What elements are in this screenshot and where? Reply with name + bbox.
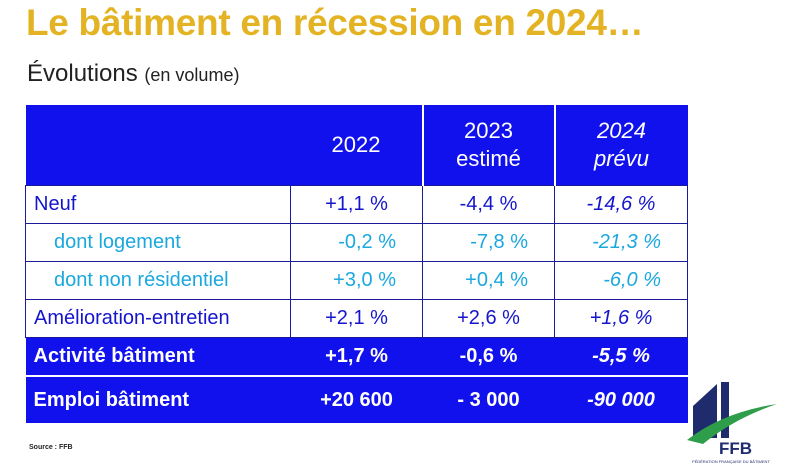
- header-year-2022: 2022: [331, 132, 381, 157]
- cell-2022: -0,2 %: [290, 223, 423, 262]
- cell-2024: +1,6 %: [554, 299, 688, 338]
- table-header-row: 2022 2023 estimé 2024 prévu: [25, 105, 688, 186]
- table-row-logement: dont logement -0,2 % -7,8 % -21,3 %: [25, 223, 688, 262]
- subtitle-note: (en volume): [144, 65, 240, 85]
- table-row-non-residentiel: dont non résidentiel +3,0 % +0,4 % -6,0 …: [25, 261, 688, 300]
- cell-2022: +1,7 %: [290, 337, 423, 376]
- building-icon: [687, 382, 777, 444]
- table-row-emploi: Emploi bâtiment +20 600 - 3 000 -90 000: [25, 375, 688, 423]
- header-cell-2024: 2024 prévu: [554, 105, 688, 186]
- slide-title: Le bâtiment en récession en 2024…: [26, 2, 644, 43]
- header-year-2023: 2023: [464, 118, 513, 143]
- cell-2022: +2,1 %: [290, 299, 423, 338]
- cell-2023: -0,6 %: [422, 337, 555, 376]
- header-cell-2022: 2022: [290, 105, 424, 186]
- ffb-logo: FFB FÉDÉRATION FRANÇAISE DU BÂTIMENT: [687, 382, 777, 464]
- row-label: Neuf: [25, 185, 291, 224]
- cell-2022: +3,0 %: [290, 261, 423, 300]
- row-label: Amélioration-entretien: [25, 299, 291, 338]
- logo-name: FFB: [719, 439, 752, 458]
- header-year-2024: 2024: [597, 118, 646, 143]
- logo-tagline: FÉDÉRATION FRANÇAISE DU BÂTIMENT: [692, 459, 770, 464]
- row-label: dont logement: [25, 223, 291, 262]
- table-row-activite: Activité bâtiment +1,7 % -0,6 % -5,5 %: [25, 337, 688, 376]
- row-label: Emploi bâtiment: [25, 375, 291, 423]
- header-cell-2023: 2023 estimé: [422, 105, 556, 186]
- cell-2024: -90 000: [554, 375, 688, 423]
- cell-2024: -6,0 %: [554, 261, 688, 300]
- cell-2024: -21,3 %: [554, 223, 688, 262]
- table-row-neuf: Neuf +1,1 % -4,4 % -14,6 %: [25, 185, 688, 224]
- header-note-2024: prévu: [593, 146, 650, 171]
- header-note-2023: estimé: [456, 146, 521, 171]
- cell-2022: +20 600: [290, 375, 423, 423]
- cell-2023: +0,4 %: [422, 261, 555, 300]
- cell-2023: - 3 000: [422, 375, 555, 423]
- cell-2022: +1,1 %: [290, 185, 423, 224]
- cell-2023: -4,4 %: [422, 185, 555, 224]
- source-note: Source : FFB: [29, 444, 73, 451]
- row-label: dont non résidentiel: [25, 261, 291, 300]
- slide-subtitle: Évolutions (en volume): [27, 60, 239, 88]
- header-cell-label: [25, 105, 291, 186]
- evolution-table: 2022 2023 estimé 2024 prévu Neuf +1,1 % …: [25, 105, 688, 423]
- cell-2024: -14,6 %: [554, 185, 688, 224]
- cell-2024: -5,5 %: [554, 337, 688, 376]
- subtitle-text: Évolutions: [27, 60, 138, 87]
- cell-2023: -7,8 %: [422, 223, 555, 262]
- cell-2023: +2,6 %: [422, 299, 555, 338]
- row-label: Activité bâtiment: [25, 337, 291, 376]
- table-row-amelioration: Amélioration-entretien +2,1 % +2,6 % +1,…: [25, 299, 688, 338]
